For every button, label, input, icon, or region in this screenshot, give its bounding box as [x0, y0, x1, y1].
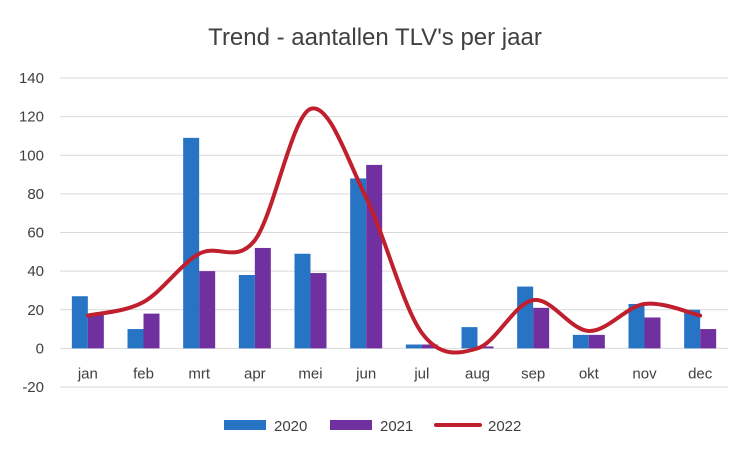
y-tick-label: 100 [19, 147, 44, 164]
x-tick-label: jan [77, 365, 98, 382]
bar-2021-mei [310, 273, 327, 349]
bar-2021-feb [143, 313, 160, 349]
bar-2020-feb [127, 329, 144, 349]
y-tick-label: 120 [19, 109, 44, 126]
x-tick-label: nov [632, 365, 657, 382]
bar-2021-dec [700, 329, 717, 349]
bar-2020-jan [71, 296, 88, 349]
bar-2021-sep [533, 307, 550, 349]
bar-2020-jun [350, 178, 367, 349]
bar-2021-mrt [199, 271, 216, 349]
y-axis: -20 0 20 40 60 80 100 120 140 [19, 70, 44, 396]
legend-label: 2022 [488, 418, 521, 435]
bar-2021-jul [421, 344, 438, 349]
line-2022 [85, 106, 703, 355]
legend: 2020 2021 2022 [224, 418, 521, 435]
bar-2020-mei [294, 253, 311, 349]
bar-2020-sep [517, 286, 534, 349]
legend-label: 2021 [380, 418, 413, 435]
x-tick-label: okt [579, 365, 600, 382]
x-tick-label: aug [465, 365, 490, 382]
x-tick-label: jun [355, 365, 376, 382]
x-tick-label: mei [298, 365, 322, 382]
bar-2020-jul [405, 344, 422, 349]
bar-2020-apr [238, 274, 255, 349]
bar-2021-aug [477, 346, 494, 349]
bar-2020-mrt [183, 137, 200, 349]
y-tick-label: 140 [19, 70, 44, 87]
x-tick-label: mrt [188, 365, 210, 382]
line-series [85, 106, 703, 355]
gridlines [60, 77, 728, 388]
bar-2020-aug [461, 327, 478, 349]
bar-2020-okt [572, 334, 589, 349]
bar-2021-jun [366, 164, 383, 349]
x-tick-label: sep [521, 365, 545, 382]
y-tick-label: -20 [22, 379, 44, 396]
bar-2021-okt [588, 334, 605, 349]
y-tick-label: 20 [27, 302, 44, 319]
y-tick-label: 60 [27, 225, 44, 242]
legend-item-2021: 2021 [330, 418, 413, 435]
y-tick-label: 80 [27, 186, 44, 203]
legend-item-2022: 2022 [434, 418, 521, 435]
x-tick-label: jul [413, 365, 429, 382]
y-tick-label: 40 [27, 263, 44, 280]
x-axis: jan feb mrt apr mei jun jul aug sep okt nov dec [77, 365, 713, 382]
bar-2020-dec [684, 309, 701, 349]
legend-item-2020: 2020 [224, 418, 307, 435]
legend-swatch [330, 420, 372, 430]
bars [71, 137, 717, 349]
x-tick-label: apr [244, 365, 266, 382]
legend-label: 2020 [274, 418, 307, 435]
x-tick-label: feb [133, 365, 154, 382]
bar-2021-jan [87, 313, 104, 349]
legend-swatch [224, 420, 266, 430]
x-tick-label: dec [688, 365, 713, 382]
bar-2021-nov [644, 317, 661, 349]
bar-2021-apr [254, 247, 271, 349]
y-tick-label: 0 [36, 340, 44, 357]
chart-title: Trend - aantallen TLV's per jaar [208, 24, 542, 51]
bar-2020-nov [628, 303, 645, 349]
